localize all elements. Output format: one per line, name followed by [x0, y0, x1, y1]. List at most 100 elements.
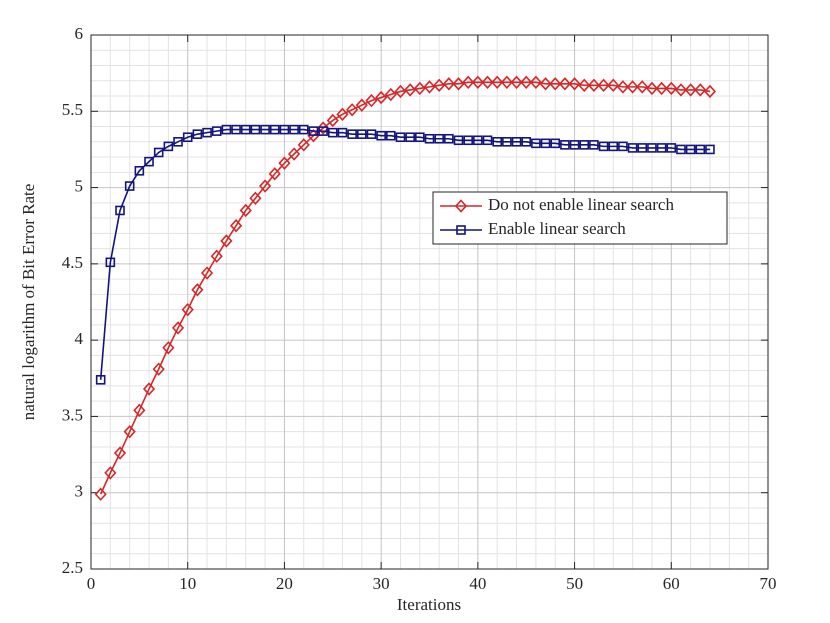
data-point	[423, 80, 436, 94]
data-point	[684, 83, 697, 97]
data-point	[297, 138, 310, 152]
data-point	[655, 81, 668, 96]
data-point	[539, 77, 552, 91]
data-point	[250, 124, 261, 135]
data-point	[105, 257, 116, 268]
data-point	[260, 124, 270, 135]
data-point	[558, 77, 571, 91]
data-point	[703, 84, 717, 99]
data-point	[221, 124, 232, 135]
data-point	[424, 133, 435, 144]
data-point	[473, 135, 483, 146]
data-point	[569, 140, 580, 150]
data-point	[327, 127, 338, 138]
data-point	[404, 83, 417, 97]
y-tick-label: 5.5	[62, 100, 83, 119]
data-point	[123, 424, 136, 439]
data-point	[231, 124, 241, 135]
data-point	[173, 137, 183, 147]
data-point	[607, 78, 620, 93]
data-point	[502, 137, 512, 147]
data-point	[249, 191, 262, 205]
data-point	[637, 143, 648, 153]
data-point	[278, 156, 291, 170]
data-point	[171, 321, 185, 335]
data-point	[220, 234, 233, 248]
data-point	[182, 132, 193, 143]
data-point	[365, 93, 378, 108]
data-point	[636, 80, 649, 94]
data-point	[395, 132, 406, 143]
data-point	[113, 446, 127, 460]
data-point	[674, 83, 688, 97]
data-point	[153, 147, 164, 158]
data-point	[647, 143, 657, 153]
y-tick-label: 4	[75, 329, 84, 348]
data-point	[229, 219, 243, 233]
data-point	[259, 179, 272, 193]
data-point	[482, 135, 493, 146]
data-point	[705, 144, 715, 155]
data-point	[579, 140, 590, 150]
data-point	[578, 78, 591, 93]
data-point	[326, 113, 339, 128]
data-point	[200, 266, 214, 280]
legend-marker	[454, 199, 468, 213]
x-tick-label: 50	[566, 574, 583, 593]
data-point	[366, 129, 377, 139]
y-tick-label: 2.5	[62, 558, 83, 577]
data-point	[587, 78, 600, 93]
data-point	[347, 129, 357, 139]
data-point	[163, 141, 174, 152]
data-point	[191, 283, 204, 297]
data-point	[144, 156, 154, 167]
data-point	[444, 133, 454, 144]
y-tick-label: 3.5	[62, 405, 83, 424]
data-point	[288, 147, 301, 161]
data-point	[685, 144, 696, 155]
data-point	[240, 124, 251, 135]
data-point	[394, 84, 407, 99]
data-point	[279, 124, 290, 135]
legend: Do not enable linear search Enable linear…	[432, 191, 728, 245]
data-point	[355, 98, 368, 112]
data-point	[589, 140, 599, 150]
x-tick-label: 30	[373, 574, 390, 593]
data-point	[317, 121, 330, 135]
data-point	[453, 135, 464, 146]
data-point	[104, 466, 117, 480]
data-point	[376, 130, 386, 141]
data-point	[520, 75, 533, 89]
data-point	[665, 81, 678, 96]
data-point	[568, 77, 581, 91]
legend-label: Do not enable linear search	[488, 195, 674, 214]
data-point	[152, 362, 165, 376]
data-point	[162, 341, 175, 355]
legend-marker	[456, 225, 466, 235]
legend-label: Enable linear search	[488, 219, 626, 238]
data-point	[694, 83, 707, 97]
data-point	[463, 135, 473, 146]
x-tick-label: 10	[179, 574, 196, 593]
data-point	[346, 103, 359, 117]
data-point	[386, 130, 396, 141]
x-tick-label: 0	[87, 574, 96, 593]
axes-frame	[90, 34, 769, 570]
data-point	[210, 249, 223, 263]
data-point	[375, 90, 388, 105]
data-point	[115, 205, 125, 216]
data-point	[510, 75, 523, 89]
series-line	[99, 128, 710, 380]
data-point	[645, 81, 659, 96]
data-point	[442, 77, 455, 91]
data-point	[626, 80, 639, 94]
data-point	[298, 124, 309, 135]
data-point	[384, 87, 397, 102]
data-point	[627, 143, 638, 153]
data-point	[405, 132, 415, 143]
data-point	[124, 181, 135, 191]
data-point	[133, 403, 146, 418]
data-point	[481, 75, 494, 89]
data-point	[598, 141, 609, 152]
x-tick-label: 60	[663, 574, 680, 593]
